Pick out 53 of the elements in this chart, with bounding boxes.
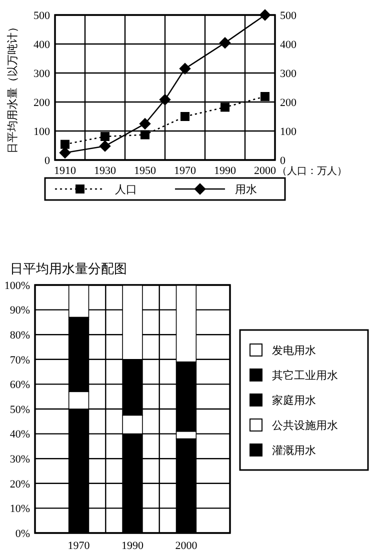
x-tick-label: 1970 [174,165,196,177]
point [180,112,190,121]
point [140,130,150,140]
y-tick-label: 0% [15,528,30,540]
point [159,94,171,106]
y-tick-label: 0 [44,154,50,167]
y-tick-label: 100% [4,280,30,292]
y-tick-label: 60% [10,379,30,392]
y-axis-title: 日平均用水量（以万吨计） [6,22,19,154]
x-tick-label: 1950 [134,165,156,177]
x-tick-label: 2000 [175,540,198,552]
x-tick-label: 1930 [94,165,116,177]
chart-title: 日平均用水量分配图 [10,261,127,276]
point [179,62,191,74]
y-tick-label: 100 [34,126,50,138]
point [219,36,231,49]
y-tick-label: 40% [10,428,30,441]
legend-label: 灌溉用水 [272,444,316,457]
y-tick-label: 90% [10,304,30,317]
y-tick-label: 20% [10,478,30,490]
point [260,92,270,101]
legend-label: 发电用水 [272,344,316,357]
y-tick-label: 30% [10,453,30,466]
y2-tick-label: 200 [280,96,297,109]
x-tick-label: 1910 [54,165,76,177]
y2-tick-label: 0 [280,154,286,167]
legend-label: 其它工业用水 [272,368,338,382]
y-tick-label: 200 [34,96,50,109]
y-tick-label: 400 [34,38,50,51]
point [99,140,111,152]
y-tick-label: 80% [10,329,30,342]
y2-axis-title: （人口：万人） [277,166,347,177]
legend-label: 用水 [235,182,257,196]
y-tick-label: 300 [34,68,50,80]
point [139,118,151,130]
y-tick-label: 10% [10,503,30,516]
point [220,102,230,112]
x-tick-label: 1990 [122,540,144,552]
x-tick-label: 2000 [254,165,276,177]
y-tick-label: 500 [34,10,50,22]
legend-label: 人口 [115,184,137,196]
y-tick-label: 50% [10,404,30,416]
y2-tick-label: 300 [280,68,297,80]
x-tick-label: 1970 [68,540,90,552]
y-tick-label: 70% [10,354,30,366]
x-tick-label: 1990 [214,165,236,177]
y2-tick-label: 500 [280,10,297,22]
legend-label: 家庭用水 [272,394,316,407]
point [60,140,70,149]
legend-label: 公共设施用水 [272,418,338,432]
y2-tick-label: 100 [280,126,297,138]
point [100,132,110,142]
y2-tick-label: 400 [280,38,297,51]
